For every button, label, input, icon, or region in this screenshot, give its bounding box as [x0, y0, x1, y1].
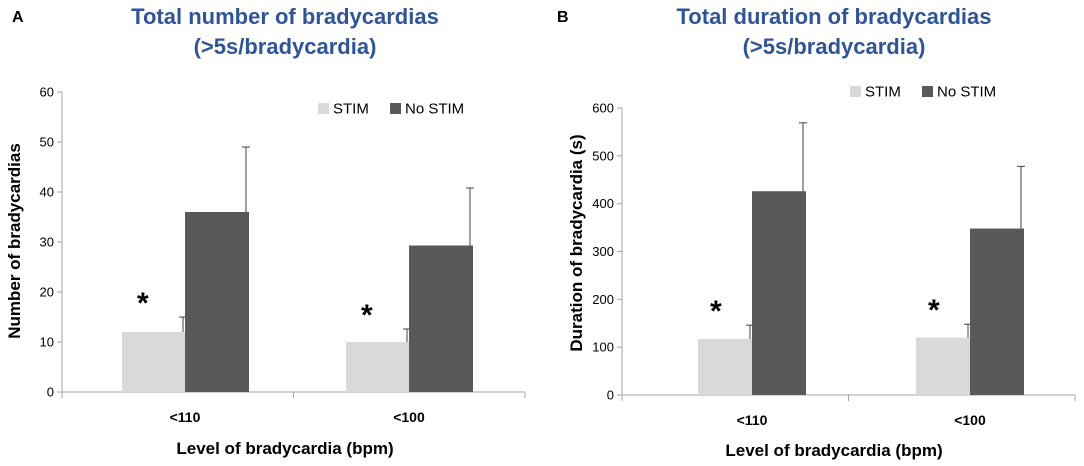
chart-title-a-line2: (>5s/bradycardia)	[194, 34, 377, 59]
legend-label: STIM	[333, 101, 369, 118]
significance-marker: *	[361, 299, 373, 332]
significance-marker: *	[710, 295, 722, 328]
x-tick-label: <110	[737, 412, 768, 428]
bar	[698, 339, 752, 395]
y-tick-label: 300	[592, 244, 614, 259]
panel-a: A Total number of bradycardias (>5s/brad…	[5, 4, 526, 458]
y-tick-label: 30	[40, 235, 54, 250]
legend-swatch	[390, 103, 401, 114]
x-axis-title-b: Level of bradycardia (bpm)	[725, 441, 942, 460]
y-tick-label: 20	[40, 285, 54, 300]
x-tick-label: <100	[393, 409, 425, 425]
chart-title-a-line1: Total number of bradycardias	[131, 4, 439, 29]
x-tick-label: <100	[954, 412, 986, 428]
x-axis-title-a: Level of bradycardia (bpm)	[176, 439, 393, 458]
legend-swatch	[922, 86, 933, 97]
y-axis-title-b: Duration of bradycardia (s)	[567, 134, 586, 351]
significance-marker: *	[928, 294, 940, 327]
bar	[752, 191, 806, 395]
x-tick-label: <110	[170, 409, 201, 425]
bar	[122, 332, 185, 392]
legend-swatch	[850, 86, 861, 97]
legend-label: STIM	[865, 84, 901, 101]
chart-title-b-line1: Total duration of bradycardias	[677, 4, 992, 29]
bar	[409, 245, 473, 392]
legend-swatch	[318, 103, 329, 114]
panel-label-a: A	[12, 9, 24, 26]
significance-marker: *	[137, 287, 149, 320]
legend-label: No STIM	[405, 101, 464, 118]
bar	[185, 212, 249, 392]
y-tick-label: 40	[40, 185, 54, 200]
y-tick-label: 400	[592, 196, 614, 211]
y-tick-label: 60	[40, 85, 54, 100]
y-tick-label: 0	[47, 385, 54, 400]
bar	[916, 337, 970, 395]
y-tick-label: 50	[40, 135, 54, 150]
y-tick-label: 100	[592, 340, 614, 355]
chart-title-b-line2: (>5s/bradycardia)	[743, 34, 926, 59]
legend-label: No STIM	[937, 84, 996, 101]
y-tick-label: 10	[40, 335, 54, 350]
y-tick-label: 500	[592, 148, 614, 163]
panel-b: B Total duration of bradycardias (>5s/br…	[557, 4, 1076, 460]
y-tick-label: 0	[607, 388, 614, 403]
y-tick-label: 600	[592, 101, 614, 116]
y-axis-title-a: Number of bradycardias	[5, 143, 24, 339]
y-tick-label: 200	[592, 292, 614, 307]
bar	[346, 342, 409, 392]
bar	[970, 228, 1024, 395]
panel-label-b: B	[557, 9, 569, 26]
